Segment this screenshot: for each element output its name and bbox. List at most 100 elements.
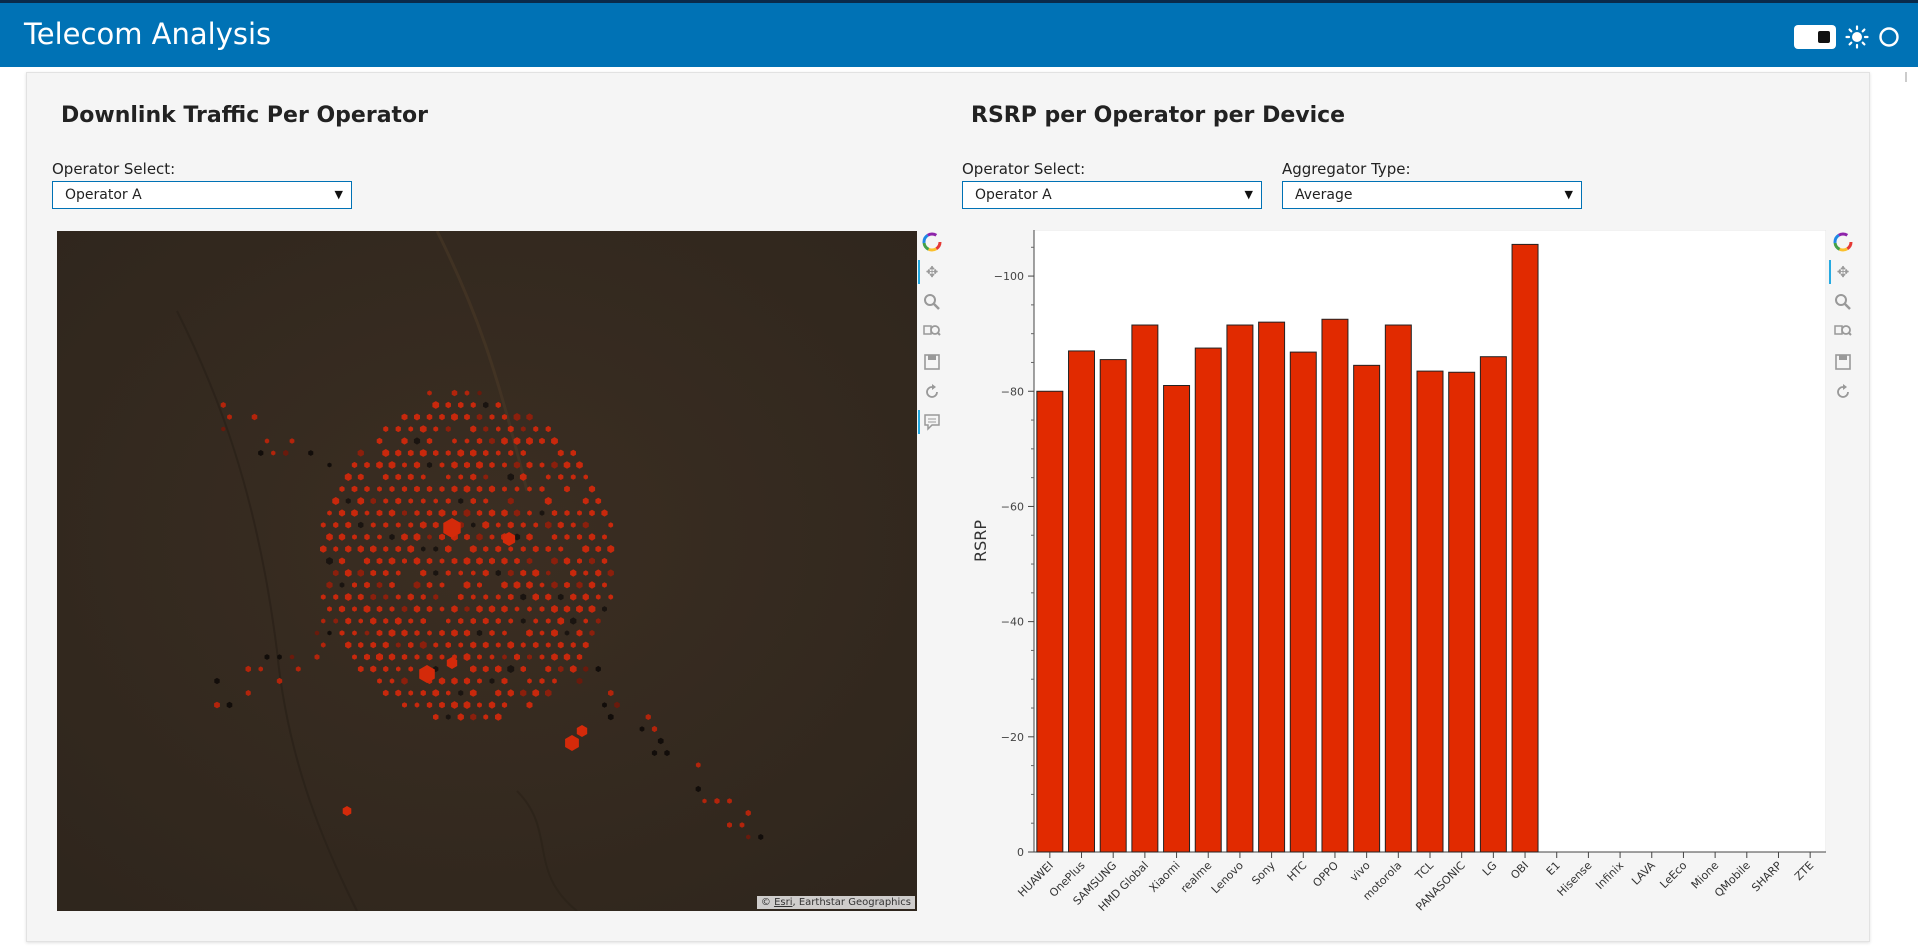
hex-cell xyxy=(351,485,358,493)
hex-cell xyxy=(507,569,514,577)
hex-cell xyxy=(364,510,370,516)
hex-cell xyxy=(608,594,614,600)
rsrp-bar-chart[interactable]: 0 −20 −40 −60 −80 −100 RSRP HUAWEI OnePlus SAMSUN… xyxy=(966,229,1827,930)
hex-cell xyxy=(533,426,539,432)
hex-cell xyxy=(589,557,595,565)
hex-cell xyxy=(339,630,345,636)
hex-cell xyxy=(482,569,489,577)
hex-cell xyxy=(383,522,389,528)
hex-cell xyxy=(564,485,570,493)
hex-cell xyxy=(314,630,320,636)
pan-icon[interactable]: ✥ xyxy=(920,260,944,284)
hex-cell xyxy=(376,437,383,445)
hex-cell xyxy=(408,690,414,696)
hex-cell xyxy=(582,593,589,601)
hex-cell xyxy=(357,545,364,553)
wheel-zoom-icon[interactable] xyxy=(1831,290,1855,314)
hex-cell xyxy=(451,629,458,637)
save-icon[interactable] xyxy=(1831,350,1855,374)
bokeh-logo-icon[interactable] xyxy=(920,230,944,254)
hex-cell xyxy=(469,689,477,697)
hex-cell xyxy=(395,473,402,481)
sun-icon[interactable] xyxy=(1845,25,1869,49)
hex-cell xyxy=(221,426,226,432)
box-zoom-icon[interactable] xyxy=(920,320,944,344)
hex-cell xyxy=(264,654,270,660)
hex-cell xyxy=(588,581,596,589)
hex-cell xyxy=(457,593,464,601)
hex-cell xyxy=(420,498,426,504)
circle-icon[interactable] xyxy=(1878,26,1900,48)
hex-cell xyxy=(664,749,670,757)
hex-cell xyxy=(489,557,495,565)
scrollbar-thumb[interactable] xyxy=(1905,72,1907,82)
hex-cell xyxy=(438,677,446,685)
hex-cell xyxy=(495,522,501,528)
operator-select-right[interactable]: Operator A ▼ xyxy=(962,181,1262,209)
esri-link[interactable]: Esri xyxy=(774,897,793,908)
operator-select[interactable]: Operator A ▼ xyxy=(52,181,352,209)
bar-realme xyxy=(1194,347,1222,853)
hex-cell xyxy=(483,449,489,457)
hex-cell xyxy=(344,473,352,481)
hex-cell xyxy=(495,401,501,409)
hex-cell xyxy=(520,665,526,673)
hex-cell xyxy=(463,557,471,565)
hex-cell xyxy=(526,533,533,541)
x-tick-label: TCL xyxy=(1412,858,1437,883)
hex-cell xyxy=(414,485,420,493)
hex-cell xyxy=(470,641,477,649)
hex-cell xyxy=(570,449,576,457)
save-icon[interactable] xyxy=(920,350,944,374)
hex-cell xyxy=(327,606,332,612)
hex-cell xyxy=(545,689,552,697)
hex-cell xyxy=(413,533,421,541)
hex-cell xyxy=(695,762,701,768)
hex-cell xyxy=(526,461,533,469)
bokeh-logo-icon[interactable] xyxy=(1831,230,1855,254)
hex-cell xyxy=(482,641,489,649)
hex-cell xyxy=(483,594,489,600)
wheel-zoom-icon[interactable] xyxy=(920,290,944,314)
hex-cell xyxy=(514,653,520,661)
hex-cell xyxy=(401,605,408,613)
pan-icon[interactable]: ✥ xyxy=(1831,260,1855,284)
hex-cell xyxy=(427,390,432,396)
hex-cell xyxy=(563,653,571,661)
hex-cell xyxy=(558,665,564,673)
aggregator-type-select[interactable]: Average ▼ xyxy=(1282,181,1582,209)
x-tick-label: LG xyxy=(1480,859,1500,879)
reset-icon[interactable] xyxy=(920,380,944,404)
bar-oppo xyxy=(1321,318,1349,853)
hex-cell xyxy=(364,485,370,493)
box-zoom-icon[interactable] xyxy=(1831,320,1855,344)
hex-cell xyxy=(551,653,558,661)
hex-cell xyxy=(401,677,408,685)
hex-cell xyxy=(383,665,389,673)
reset-icon[interactable] xyxy=(1831,380,1855,404)
hex-cell xyxy=(583,666,589,672)
hover-icon[interactable] xyxy=(920,410,944,434)
hex-cell xyxy=(607,569,614,577)
hex-cell xyxy=(419,641,427,649)
hex-cell xyxy=(382,473,389,481)
hex-cell xyxy=(364,533,370,541)
hex-cell xyxy=(320,594,326,600)
hex-cell xyxy=(532,641,539,649)
hex-cell xyxy=(320,545,327,553)
hex-cell xyxy=(376,509,383,517)
theme-toggle[interactable] xyxy=(1794,25,1836,49)
hex-cell xyxy=(563,461,571,469)
hex-cell xyxy=(326,533,333,541)
hex-cell xyxy=(727,798,732,804)
hex-cell xyxy=(426,509,433,517)
hex-cell xyxy=(226,701,233,709)
hex-cell xyxy=(608,522,614,528)
hex-cell xyxy=(464,606,470,612)
hex-cell xyxy=(576,581,583,589)
hex-cell xyxy=(432,521,439,529)
hex-cell xyxy=(451,461,458,469)
hex-cell xyxy=(402,462,407,468)
hex-cell xyxy=(488,485,496,493)
map-view[interactable]: © Esri, Earthstar Geographics xyxy=(57,231,917,911)
